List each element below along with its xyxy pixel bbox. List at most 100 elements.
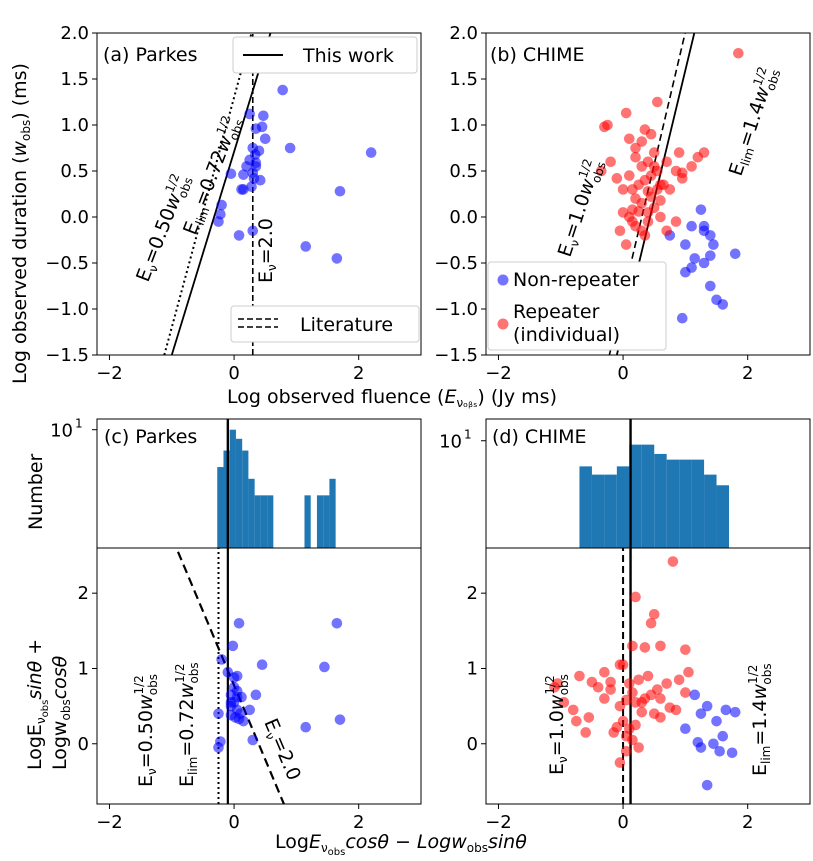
parkes-point: [246, 181, 257, 192]
non-repeater-point: [680, 723, 691, 735]
y-axis-label-top: Log observed duration (wobs) (ms): [9, 63, 33, 384]
repeater-point: [614, 225, 626, 237]
y-axis-label-bottom-2: Logwobscosθ: [49, 655, 73, 770]
parkes-point: [250, 123, 262, 134]
histogram-bar: [691, 459, 705, 548]
repeater-point: [655, 640, 666, 652]
parkes-point: [331, 617, 343, 629]
y-tick-label: 2: [467, 583, 478, 604]
y-tick-label: −1.0: [434, 299, 478, 320]
parkes-point: [213, 216, 224, 227]
annotation-c-enu050: Eν=0.50w1/2obs: [132, 674, 160, 787]
repeater-point: [605, 684, 616, 695]
x-tick-label: 0: [228, 812, 239, 833]
non-repeater-point: [695, 708, 707, 719]
legend-this-work-label: This work: [302, 45, 394, 67]
non-repeater-point: [680, 239, 691, 250]
histogram-bar: [304, 495, 311, 548]
y-tick-label: 1: [78, 658, 89, 679]
x-tick-label: 0: [617, 812, 628, 833]
x-tick-label: −2: [485, 812, 512, 833]
repeater-point: [605, 156, 616, 168]
repeater-point: [614, 757, 626, 768]
panel-c-hist-ticks: 10 1: [50, 417, 97, 442]
annotation-d-elim14: Elim=1.4w1/2obs: [746, 663, 774, 776]
panel-b-frame: [485, 32, 811, 356]
parkes-point: [254, 174, 266, 186]
repeater-point: [670, 216, 682, 227]
annotation-b-enu10: Eν=1.0w1/2obs: [551, 156, 609, 261]
legend-b-box: [487, 261, 667, 351]
annotation-d-enu10: Eν=1.0w1/2obs: [543, 674, 571, 775]
x-tick-label: −2: [485, 363, 512, 384]
non-repeater-point: [714, 745, 725, 757]
x-tick-label: −2: [96, 363, 123, 384]
legend-this-work: This work: [232, 36, 418, 74]
annotation-a-enu20: Eν=2.0: [255, 218, 279, 283]
non-repeater-point: [689, 253, 701, 264]
repeater-point: [636, 136, 648, 147]
repeater-point: [620, 694, 632, 706]
repeater-point: [627, 640, 638, 652]
y-tick-label: 10: [439, 432, 462, 453]
legend-label-individual: (individual): [513, 324, 620, 346]
repeater-point: [599, 693, 610, 704]
histogram-bar: [267, 495, 274, 548]
y-tick-label: 0.0: [60, 207, 89, 228]
legend-literature: Literature: [230, 305, 420, 343]
parkes-point: [216, 654, 227, 665]
y-tick-label: 10: [50, 421, 73, 442]
repeater-point: [648, 161, 660, 172]
repeater-point: [630, 591, 641, 603]
parkes-point: [258, 110, 269, 122]
histogram-bar: [579, 466, 592, 548]
parkes-point: [284, 142, 296, 154]
non-repeater-point: [676, 312, 688, 324]
histogram-bar: [629, 444, 642, 548]
legend-b: Non-repeater Repeater (individual): [487, 261, 667, 351]
repeater-point: [645, 617, 657, 629]
histogram-bar: [223, 450, 230, 548]
histogram-bar: [679, 459, 692, 548]
x-tick-label: 2: [353, 812, 364, 833]
repeater-point: [617, 207, 629, 218]
repeater-point: [698, 147, 710, 158]
parkes-point: [233, 230, 245, 241]
histogram-bar: [604, 474, 617, 548]
repeater-point: [661, 678, 672, 689]
histogram-bar: [654, 453, 667, 548]
legend-label-non-repeater: Non-repeater: [513, 269, 639, 291]
histogram-bar: [235, 438, 243, 548]
repeater-point: [639, 642, 651, 653]
parkes-point: [231, 670, 243, 682]
dashed-line: [176, 551, 285, 804]
y-tick-label: 1.5: [449, 69, 478, 90]
y-tick-label: 0: [467, 734, 478, 755]
panel-d-hist-ticks: 10 1: [439, 428, 486, 453]
repeater-point: [558, 697, 570, 708]
non-repeater-point: [689, 689, 701, 701]
repeater-point: [664, 702, 676, 713]
repeater-point: [642, 670, 654, 682]
y-tick-label: 2: [78, 583, 89, 604]
panel-a-title: (a) Parkes: [103, 44, 197, 66]
panel-d-histogram: 10 1 (d) CHIME: [439, 418, 811, 549]
parkes-point: [247, 734, 259, 746]
y-tick-label: 1.5: [60, 69, 89, 90]
panel-d-scatter-ticks: −2 0 2 0 1 2: [467, 583, 754, 833]
parkes-point: [365, 147, 377, 158]
repeater-point: [642, 216, 654, 227]
repeater-point: [580, 727, 591, 738]
non-repeater-point: [708, 239, 719, 250]
repeater-point: [673, 147, 685, 158]
y-tick-exponent: 1: [75, 417, 83, 431]
histogram-bar: [704, 474, 717, 548]
y-tick-label: 1: [467, 658, 478, 679]
repeater-point: [624, 170, 635, 181]
y-tick-label: 1.0: [60, 115, 89, 136]
non-repeater-point: [686, 262, 697, 273]
parkes-point: [216, 199, 227, 211]
panel-d-scatter-frame: [485, 547, 811, 805]
repeater-point: [648, 147, 660, 158]
repeater-point: [639, 230, 651, 241]
